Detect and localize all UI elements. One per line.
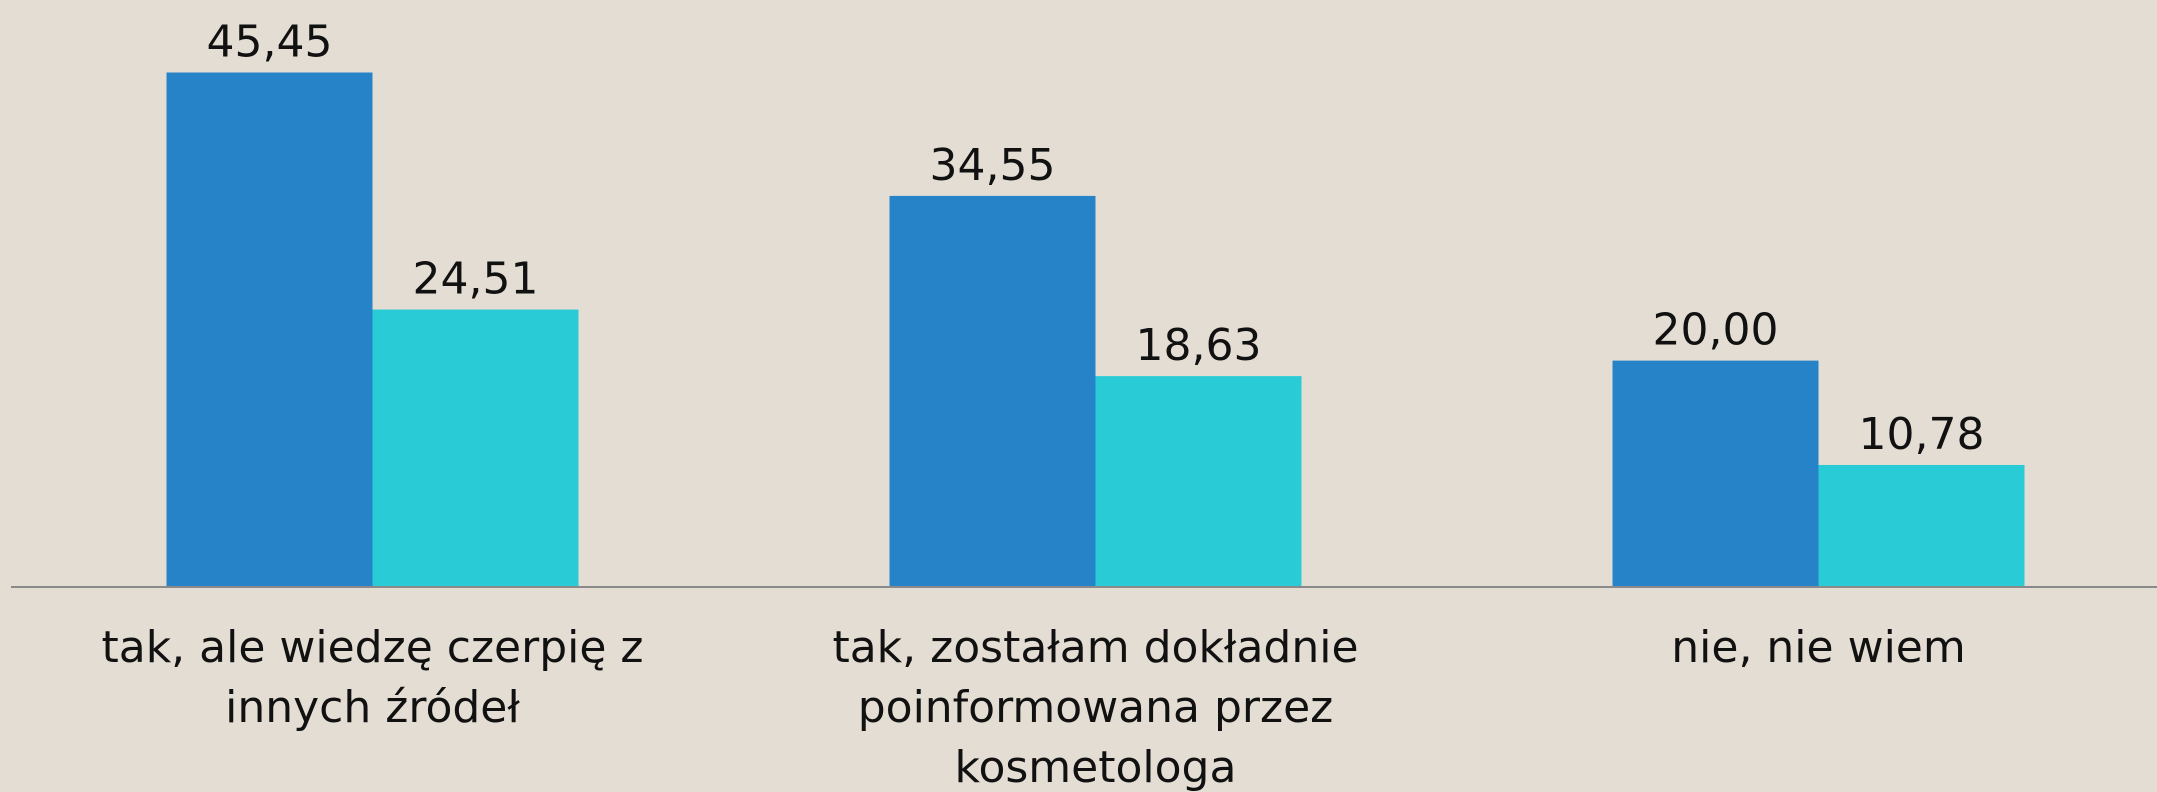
bar <box>1612 360 1819 587</box>
bar <box>1818 464 2025 587</box>
value-label: 45,45 <box>207 17 333 68</box>
value-label: 18,63 <box>1136 320 1262 371</box>
value-label: 10,78 <box>1859 409 1985 460</box>
bar <box>889 195 1096 588</box>
value-label: 24,51 <box>413 254 539 305</box>
x-tick-label: tak, zostałam dokładnie poinformowana pr… <box>832 622 1359 792</box>
x-tick-label: tak, ale wiedzę czerpię z innych źródeł <box>101 622 644 733</box>
value-label: 34,55 <box>930 140 1056 191</box>
value-label: 20,00 <box>1653 305 1779 356</box>
bar <box>166 72 373 588</box>
bar <box>372 309 579 587</box>
x-tick-label: nie, nie wiem <box>1671 622 1966 673</box>
bar <box>1095 376 1302 587</box>
